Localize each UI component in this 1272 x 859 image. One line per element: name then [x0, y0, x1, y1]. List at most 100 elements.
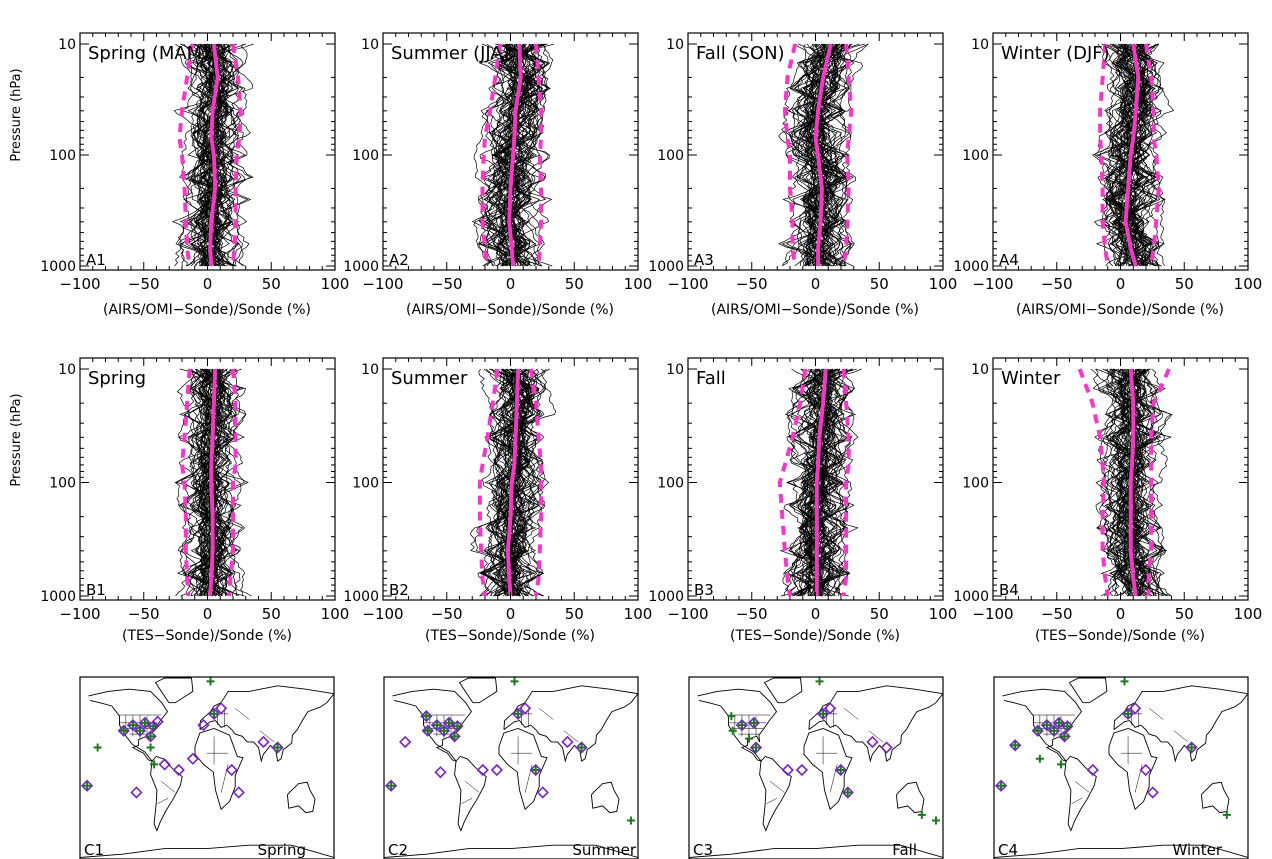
- profile-line: [198, 43, 227, 267]
- stdev-low-line: [777, 368, 808, 597]
- panel-a4: −100 −50 0 50 100 10 100 1000 Winter (DJF) A4 (…: [953, 32, 1263, 318]
- profile-line: [782, 368, 838, 597]
- profile-line: [804, 43, 832, 267]
- profile-line: [503, 368, 530, 597]
- border-line: [1173, 730, 1189, 743]
- site-plus-marker: [819, 709, 828, 718]
- panel-frame: [382, 32, 639, 271]
- site-diamond-marker: [511, 707, 525, 721]
- x-tick-label: 50: [262, 275, 281, 293]
- site-plus-marker: [727, 712, 736, 721]
- x-tick-label: 0: [203, 275, 213, 293]
- profile-line: [188, 43, 235, 267]
- x-tick-label: 100: [1234, 275, 1263, 293]
- site-plus-marker: [1042, 721, 1051, 730]
- site-plus-marker: [387, 781, 396, 790]
- panel-tag: B2: [389, 581, 409, 599]
- map-season: Winter: [1173, 841, 1223, 859]
- map-tag: C2: [388, 841, 408, 859]
- border-line: [539, 708, 554, 720]
- y-tick-label: 10: [58, 37, 76, 53]
- border-line: [1074, 781, 1090, 793]
- profile-line: [496, 368, 529, 597]
- profile-line: [1110, 43, 1152, 267]
- y-tick-label: 1000: [648, 259, 684, 275]
- site-plus-marker: [752, 743, 761, 752]
- panel-frame: [992, 357, 1249, 601]
- site-diamond-marker: [158, 758, 171, 771]
- coastline: [454, 755, 487, 832]
- site-diamond-marker: [430, 718, 444, 732]
- profile-line: [178, 368, 245, 597]
- coastline: [392, 688, 473, 762]
- site-plus-marker: [83, 781, 92, 790]
- x-axis-label: (AIRS/OMI−Sonde)/Sonde (%): [406, 302, 614, 318]
- site-diamond-marker: [197, 718, 210, 732]
- profile-line: [1101, 43, 1159, 267]
- panel-tag: B3: [694, 581, 714, 599]
- site-diamond-marker: [151, 715, 164, 728]
- panel-b2: −100 −50 0 50 100 10 100 1000 Summer B2 (TES−So…: [343, 357, 652, 644]
- median-line: [811, 43, 828, 266]
- site-diamond-marker: [225, 763, 238, 777]
- median-line: [503, 368, 515, 597]
- site-diamond-marker: [138, 716, 152, 729]
- profile-line: [190, 368, 229, 597]
- site-diamond-marker: [518, 702, 532, 715]
- x-tick-label: −50: [128, 605, 160, 623]
- stdev-low-line: [177, 43, 195, 267]
- x-tick-label: 100: [321, 275, 350, 293]
- panel-frame: [79, 32, 336, 271]
- x-axis-label: (AIRS/OMI−Sonde)/Sonde (%): [711, 302, 919, 318]
- map-season: Summer: [572, 841, 636, 859]
- site-diamond-marker: [126, 718, 140, 732]
- site-diamond-marker: [442, 716, 456, 729]
- x-tick-label: 50: [1175, 605, 1194, 623]
- y-tick-label: 100: [657, 476, 684, 492]
- x-tick-label: 50: [565, 605, 584, 623]
- y-tick-label: 100: [352, 476, 379, 492]
- x-tick-label: −50: [431, 275, 463, 293]
- coastline: [80, 844, 334, 858]
- profile-line: [480, 43, 548, 267]
- site-plus-marker: [128, 721, 137, 730]
- y-tick-label: 1000: [953, 589, 989, 605]
- border-line: [235, 708, 250, 720]
- site-plus-marker: [146, 743, 155, 752]
- stdev-low-line: [1098, 43, 1110, 267]
- site-diamond-marker: [1052, 716, 1066, 729]
- site-diamond-marker: [147, 720, 160, 733]
- profile-line: [781, 43, 844, 267]
- site-diamond-marker: [232, 786, 245, 799]
- map-frame: [79, 676, 335, 859]
- x-tick-label: −100: [59, 275, 100, 293]
- site-diamond-marker: [994, 779, 1008, 792]
- site-diamond-marker: [80, 779, 94, 792]
- profile-line: [1119, 368, 1142, 597]
- site-diamond-marker: [1128, 702, 1142, 715]
- site-diamond-marker: [1058, 730, 1071, 743]
- profile-line: [791, 43, 853, 267]
- coastline: [1108, 728, 1158, 811]
- site-diamond-marker: [476, 763, 489, 777]
- profile-line: [802, 368, 829, 597]
- y-tick-label: 100: [962, 476, 989, 492]
- x-axis-label: (AIRS/OMI−Sonde)/Sonde (%): [103, 302, 311, 318]
- x-tick-label: 100: [1234, 605, 1263, 623]
- site-diamond-marker: [866, 735, 879, 749]
- site-plus-marker: [1063, 722, 1072, 731]
- site-plus-marker: [206, 677, 215, 686]
- profile-line: [805, 43, 854, 267]
- profile-line: [198, 43, 244, 266]
- border-line: [844, 708, 859, 720]
- site-plus-marker: [146, 732, 155, 741]
- site-diamond-marker: [1185, 741, 1198, 754]
- y-tick-label: 100: [962, 148, 989, 164]
- profile-line: [794, 368, 853, 597]
- profile-line: [496, 368, 530, 597]
- coastline: [1068, 677, 1108, 704]
- site-plus-marker: [273, 743, 282, 752]
- site-plus-marker: [453, 722, 462, 731]
- site-plus-marker: [836, 766, 845, 774]
